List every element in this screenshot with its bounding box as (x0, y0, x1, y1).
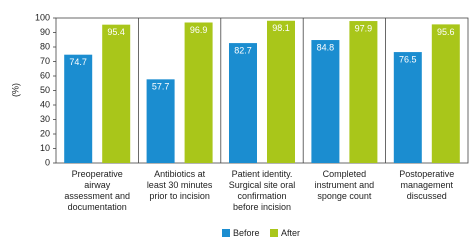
bar (229, 43, 257, 163)
y-tick-label: 90 (40, 27, 50, 37)
value-label: 98.1 (272, 23, 290, 33)
bar (267, 20, 295, 163)
bar (184, 22, 213, 164)
value-label: 74.7 (69, 57, 87, 67)
bar (393, 52, 422, 164)
legend-swatch (222, 229, 230, 237)
bar (311, 40, 340, 163)
legend-swatch (270, 229, 278, 237)
y-tick-label: 10 (40, 143, 50, 153)
y-tick-label: 60 (40, 70, 50, 80)
x-tick-label: Postoperative management discussed (399, 169, 454, 201)
y-tick-label: 50 (40, 85, 50, 95)
value-label: 95.4 (107, 27, 125, 37)
value-label: 96.9 (190, 25, 208, 35)
value-label: 82.7 (234, 45, 252, 55)
bar (349, 21, 378, 164)
x-tick-label: Preoperative airway assessment and document… (64, 169, 130, 212)
bar (146, 79, 175, 163)
x-tick-label: Completed instrument and sponge count (315, 169, 375, 201)
y-tick-label: 80 (40, 41, 50, 51)
bar (102, 24, 131, 164)
legend-label: After (281, 228, 300, 238)
y-tick-label: 100 (35, 12, 50, 22)
y-tick-label: 40 (40, 99, 50, 109)
bar (64, 54, 93, 164)
value-label: 76.5 (399, 54, 417, 64)
value-label: 84.8 (317, 42, 335, 52)
y-axis-label: (%) (10, 83, 20, 97)
value-label: 57.7 (152, 82, 170, 92)
value-label: 95.6 (437, 27, 455, 37)
y-tick-label: 30 (40, 114, 50, 124)
x-tick-label: Antibiotics at least 30 minutes prior to i… (147, 169, 213, 201)
y-tick-label: 20 (40, 128, 50, 138)
x-tick-label: Patient identity. Surgical site oral confi… (229, 169, 296, 212)
value-label: 97.9 (355, 23, 373, 33)
bar (431, 24, 460, 163)
y-tick-label: 0 (45, 157, 50, 167)
legend-label: Before (233, 228, 260, 238)
y-tick-label: 70 (40, 56, 50, 66)
